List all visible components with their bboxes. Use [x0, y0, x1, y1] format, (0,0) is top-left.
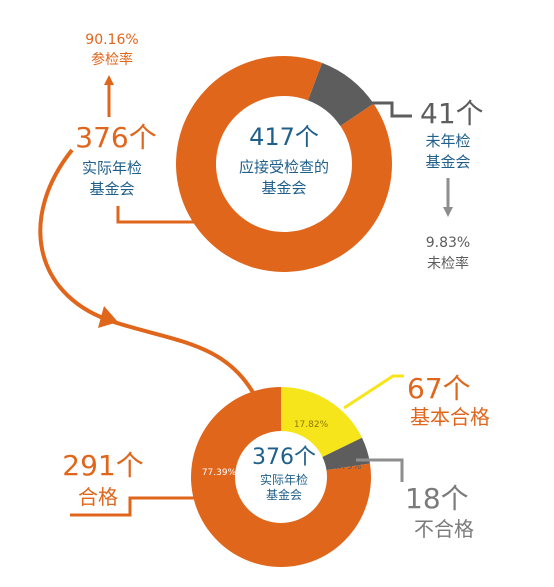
actual-label-line2: 基金会	[89, 180, 134, 198]
actual-count: 376个	[75, 121, 156, 154]
not-checked-label-line1: 未年检	[425, 132, 470, 150]
slice-not-checked	[307, 62, 374, 126]
pass-percent-label: 77.39%	[202, 468, 237, 478]
not-checked-rate-value: 9.83%	[426, 235, 470, 251]
results-center-line1: 实际年检	[260, 472, 308, 487]
donut-chart-results	[191, 387, 371, 568]
not-checked-count: 41个	[420, 97, 484, 130]
not-checked-rate-label: 未检率	[427, 255, 469, 272]
not-checked-leader-line	[364, 101, 412, 118]
attend-rate-value: 90.16%	[85, 32, 138, 48]
total-label-line2: 基金会	[261, 179, 306, 197]
donut-chart-total	[176, 55, 392, 272]
basic-pass-percent-label: 17.82%	[294, 420, 329, 430]
actual-label-line1: 实际年检	[82, 159, 142, 177]
total-label-line1: 应接受检查的	[239, 158, 329, 176]
basic-pass-leader-line	[343, 374, 404, 410]
slice-actual-checked	[176, 55, 392, 272]
pass-label: 合格	[78, 485, 118, 509]
fail-label: 不合格	[414, 517, 474, 541]
flow-arrowhead	[98, 306, 118, 328]
results-center-count: 376个	[252, 445, 316, 470]
pass-count: 291个	[62, 449, 143, 482]
fail-count: 18个	[405, 482, 469, 515]
slice-fail	[322, 437, 370, 471]
total-count: 417个	[249, 123, 319, 151]
basic-pass-count: 67个	[407, 372, 471, 405]
slice-pass	[191, 387, 371, 568]
attend-rate-label: 参检率	[91, 51, 133, 68]
fail-percent-label: 4.79%	[333, 462, 362, 472]
not-checked-label-line2: 基金会	[425, 153, 470, 171]
fail-leader-line	[356, 458, 404, 482]
flow-arrow-curve	[38, 148, 258, 399]
basic-pass-label: 基本合格	[410, 405, 490, 429]
results-center-line2: 基金会	[266, 487, 302, 502]
pass-leader-line	[70, 496, 205, 517]
actual-leader-line	[116, 206, 210, 224]
slice-basic-pass	[281, 387, 362, 457]
